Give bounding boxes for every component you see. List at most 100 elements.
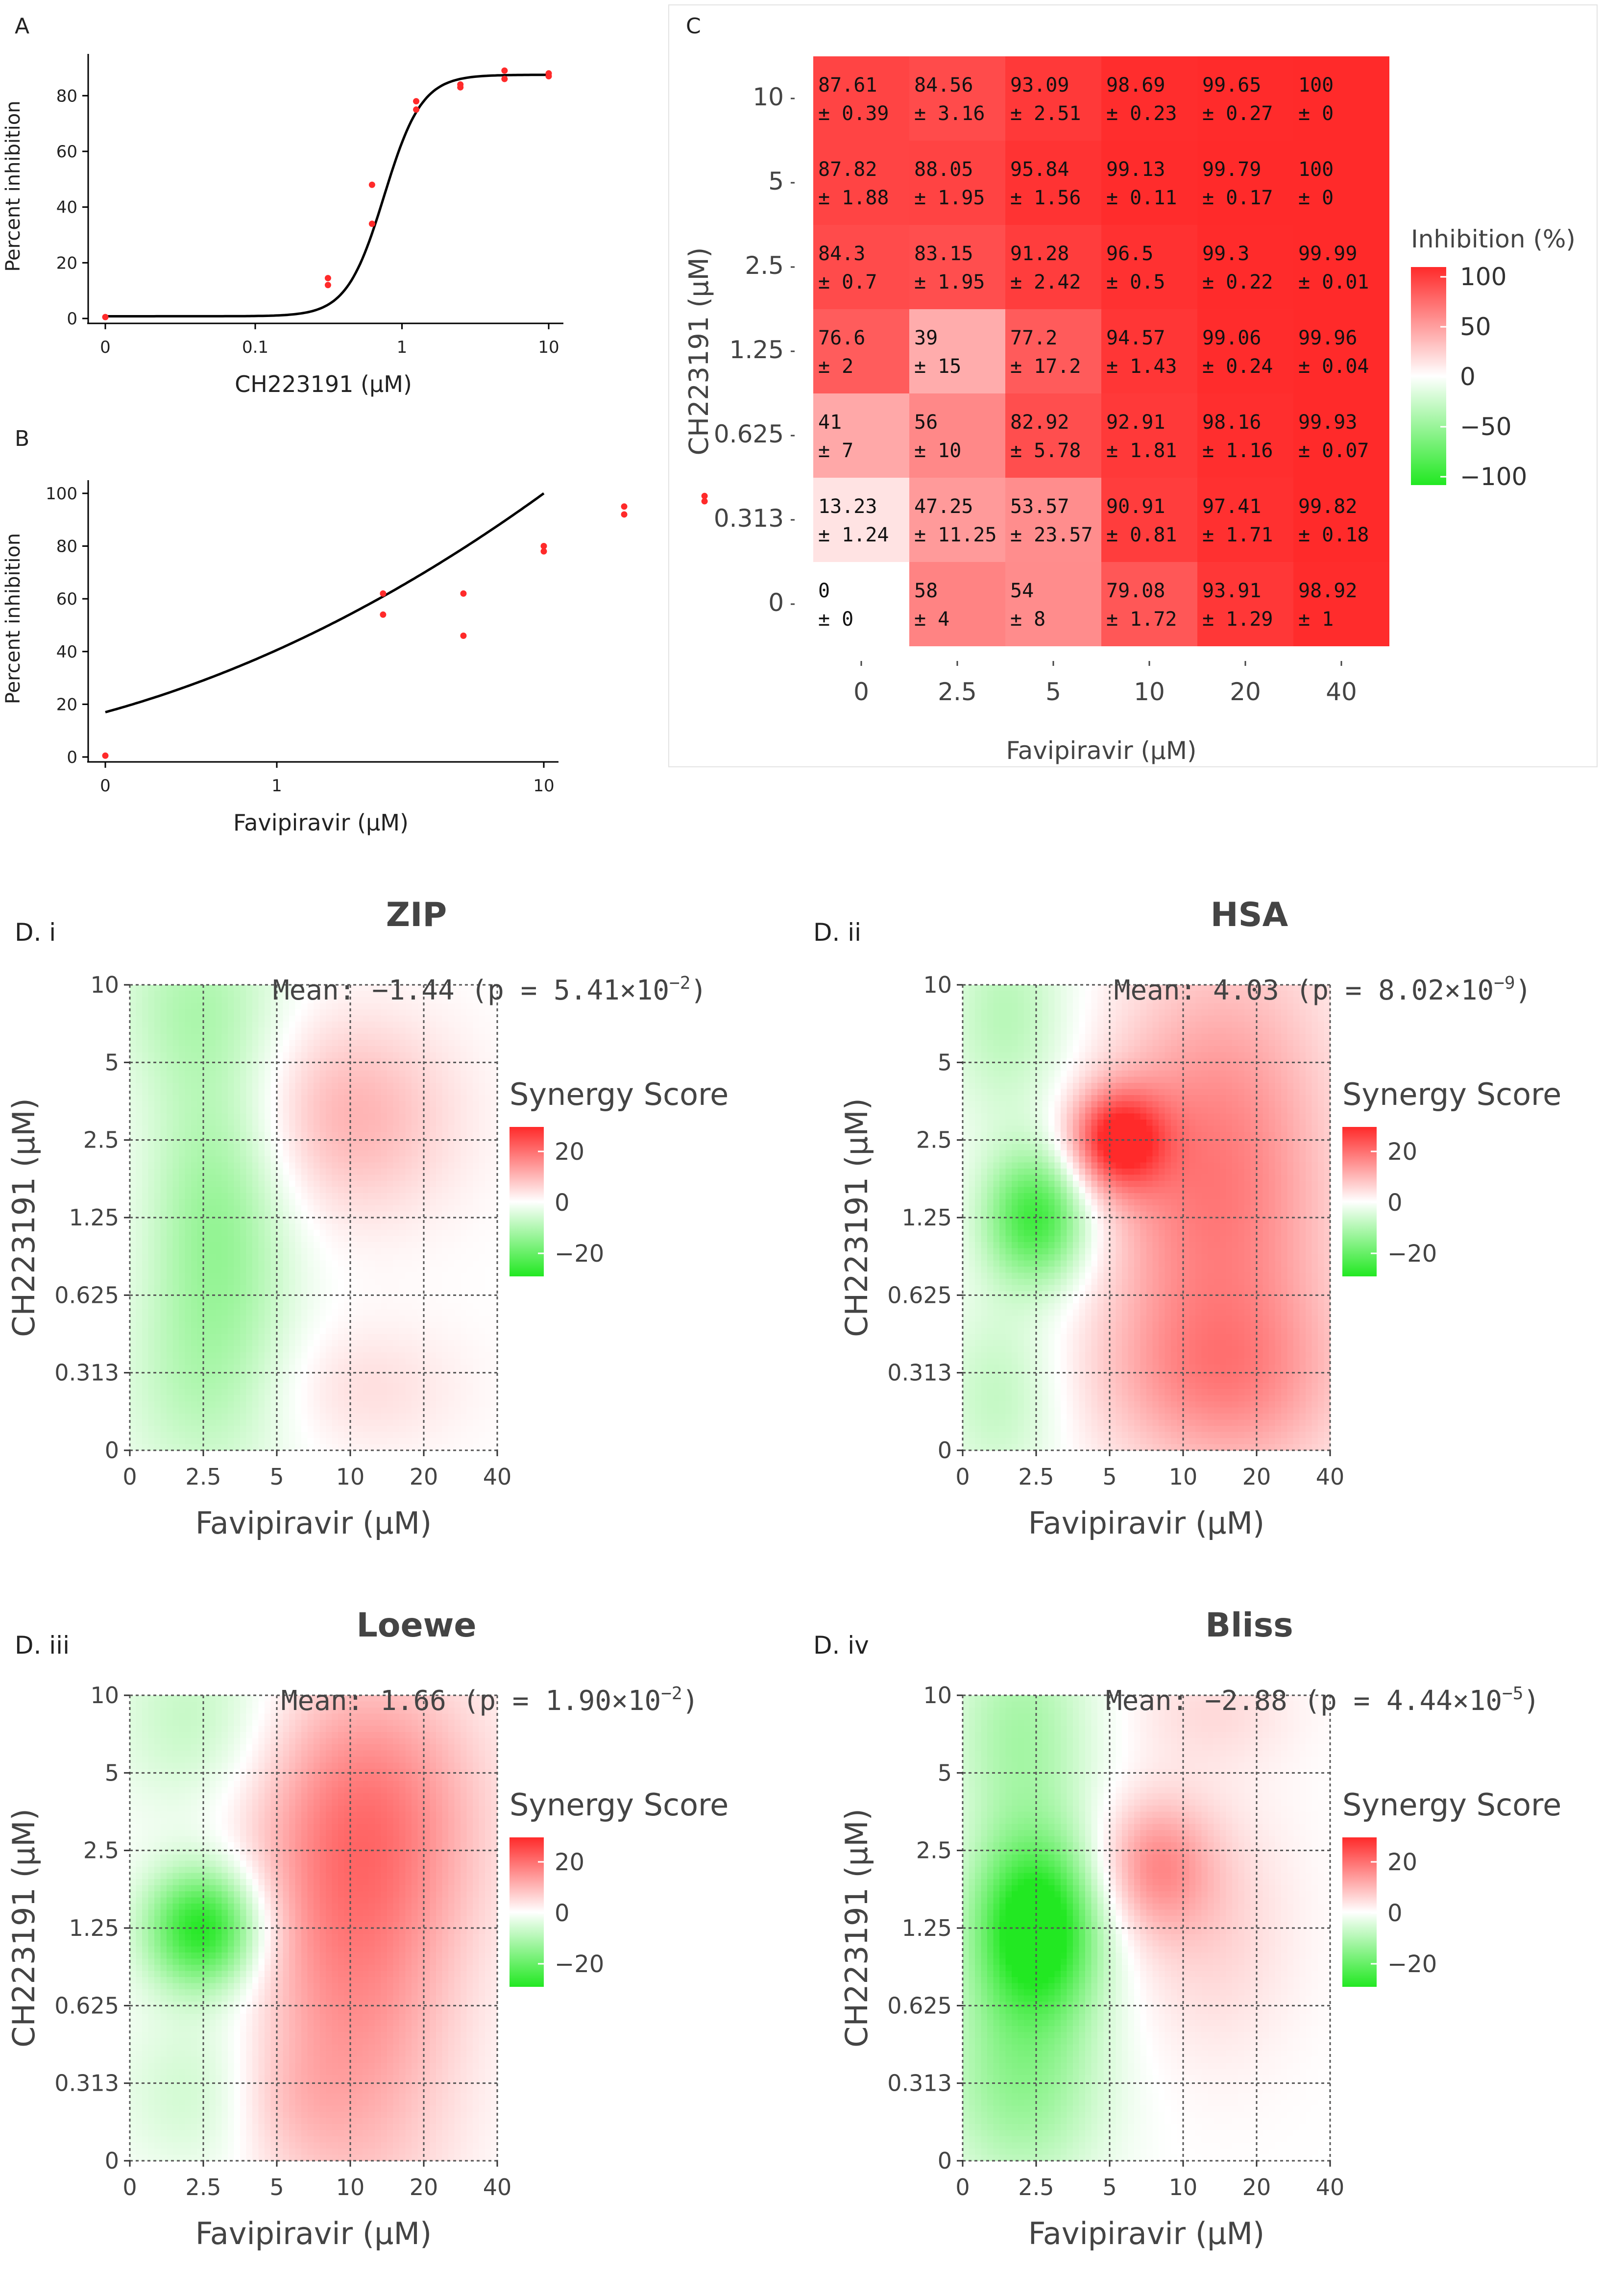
heatmap-cell — [1293, 562, 1389, 646]
cell-error: ± 1.71 — [1202, 524, 1273, 546]
y-axis-label: CH223191 (µM) — [839, 1098, 874, 1337]
y-tick-label: 0.625 — [54, 1992, 119, 2019]
cell-value: 98.92 — [1298, 580, 1357, 602]
cell-error: ± 10 — [914, 440, 961, 462]
cell-value: 99.96 — [1298, 327, 1357, 349]
cell-error: ± 5.78 — [1010, 440, 1081, 462]
legend-tick-label: 0 — [555, 1900, 570, 1927]
cell-value: 39 — [914, 327, 938, 349]
legend-tick-label: 0 — [1460, 363, 1476, 391]
data-point — [501, 75, 508, 82]
cell-error: ± 4 — [914, 608, 949, 631]
x-tick-label: 20 — [410, 2174, 438, 2200]
x-tick-label: 0 — [853, 678, 869, 706]
cell-value: 56 — [914, 411, 938, 434]
y-axis-label: CH223191 (µM) — [839, 1808, 874, 2048]
cell-error: ± 0 — [818, 608, 853, 631]
cell-error: ± 1.72 — [1106, 608, 1177, 631]
cell-error: ± 0.11 — [1106, 187, 1177, 209]
cell-value: 87.61 — [818, 74, 877, 97]
heatmap-cell — [909, 478, 1005, 562]
cell-value: 95.84 — [1010, 158, 1069, 181]
cell-error: ± 15 — [914, 355, 961, 378]
cell-error: ± 0.22 — [1202, 271, 1273, 293]
heatmap-cell — [813, 56, 909, 141]
y-tick-label: 5 — [105, 1049, 119, 1075]
cell-error: ± 1.81 — [1106, 440, 1177, 462]
cell-error: ± 0.23 — [1106, 102, 1177, 125]
inhibition-heatmap: 87.61 ± 0.39 84.56 ± 3.16 93.09 ± 2.51 98.69 ± … — [668, 4, 1598, 767]
data-point — [545, 70, 552, 77]
cell-error: ± 0.07 — [1298, 440, 1369, 462]
heatmap-cell — [1197, 56, 1293, 141]
x-axis-label: CH223191 (µM) — [235, 371, 412, 397]
heatmap-cell — [1101, 225, 1197, 309]
data-point — [701, 498, 708, 505]
x-tick-label: 1 — [271, 776, 282, 796]
x-tick-label: 40 — [1326, 678, 1357, 706]
cell-error: ± 0.01 — [1298, 271, 1369, 293]
heatmap-cell — [1197, 393, 1293, 478]
x-tick-label: 40 — [483, 2174, 512, 2200]
y-tick-label: 2.5 — [916, 1837, 952, 1864]
heatmap-cell — [813, 141, 909, 225]
x-tick-label: 10 — [336, 2174, 365, 2200]
cell-value: 99.93 — [1298, 411, 1357, 434]
y-tick-label: 10 — [923, 972, 952, 998]
cell-error: ± 0.7 — [818, 271, 877, 293]
y-tick-label: 1.25 — [902, 1204, 952, 1231]
legend-title: Synergy Score — [1342, 1076, 1561, 1112]
heatmap-cell — [909, 562, 1005, 646]
cell-error: ± 1.56 — [1010, 187, 1081, 209]
cell-error: ± 1.43 — [1106, 355, 1177, 378]
x-tick-label: 2.5 — [938, 678, 977, 706]
y-tick-label: 1.25 — [69, 1204, 119, 1231]
x-tick-label: 2.5 — [1018, 2174, 1054, 2200]
data-point — [380, 611, 387, 618]
y-tick-label: 10 — [90, 1682, 119, 1709]
data-point — [501, 67, 508, 74]
y-tick-label: 0.625 — [714, 420, 784, 448]
legend-tick-label: −20 — [1387, 1951, 1437, 1978]
cell-value: 91.28 — [1010, 243, 1069, 265]
data-point — [540, 548, 547, 555]
data-point — [701, 492, 708, 499]
cell-value: 83.15 — [914, 243, 973, 265]
cell-value: 99.3 — [1202, 243, 1249, 265]
x-tick-label: 20 — [410, 1464, 438, 1490]
cell-value: 99.99 — [1298, 243, 1357, 265]
cell-value: 47.25 — [914, 495, 973, 518]
x-tick-label: 5 — [1102, 2174, 1117, 2200]
data-point — [102, 752, 109, 759]
panel-label-a: A — [15, 14, 29, 39]
cell-value: 99.13 — [1106, 158, 1165, 181]
legend-tick-label: −20 — [1387, 1240, 1437, 1268]
data-point — [621, 503, 628, 510]
heatmap-cell — [1293, 309, 1389, 393]
heatmap-cell — [1197, 309, 1293, 393]
panel-c-frame — [668, 4, 1598, 767]
legend-tick-label: 20 — [1387, 1849, 1417, 1876]
cell-error: ± 11.25 — [914, 524, 997, 546]
cell-value: 99.79 — [1202, 158, 1261, 181]
x-tick-label: 40 — [1316, 1464, 1345, 1490]
heatmap-cell — [813, 225, 909, 309]
x-tick-label: 5 — [269, 1464, 284, 1490]
x-tick-label: 10 — [336, 1464, 365, 1490]
x-tick-label: 2.5 — [1018, 1464, 1054, 1490]
x-tick-label: 10 — [1169, 1464, 1198, 1490]
legend-tick-label: −50 — [1460, 413, 1512, 441]
y-tick-label: 1.25 — [902, 1915, 952, 1941]
x-axis-label: Favipiravir (µM) — [1028, 1505, 1264, 1541]
data-point — [621, 511, 628, 518]
mean-label: Mean: 4.03 (p = 8.02×10−9) — [1114, 973, 1532, 1006]
legend-tick-label: 100 — [1460, 263, 1506, 291]
y-tick-label: 0 — [67, 309, 77, 329]
cell-error: ± 0.39 — [818, 102, 889, 125]
x-tick-label: 5 — [1045, 678, 1061, 706]
cell-error: ± 0.27 — [1202, 102, 1273, 125]
cell-value: 98.69 — [1106, 74, 1165, 97]
cell-value: 94.57 — [1106, 327, 1165, 349]
data-point — [368, 181, 375, 188]
cell-value: 99.06 — [1202, 327, 1261, 349]
